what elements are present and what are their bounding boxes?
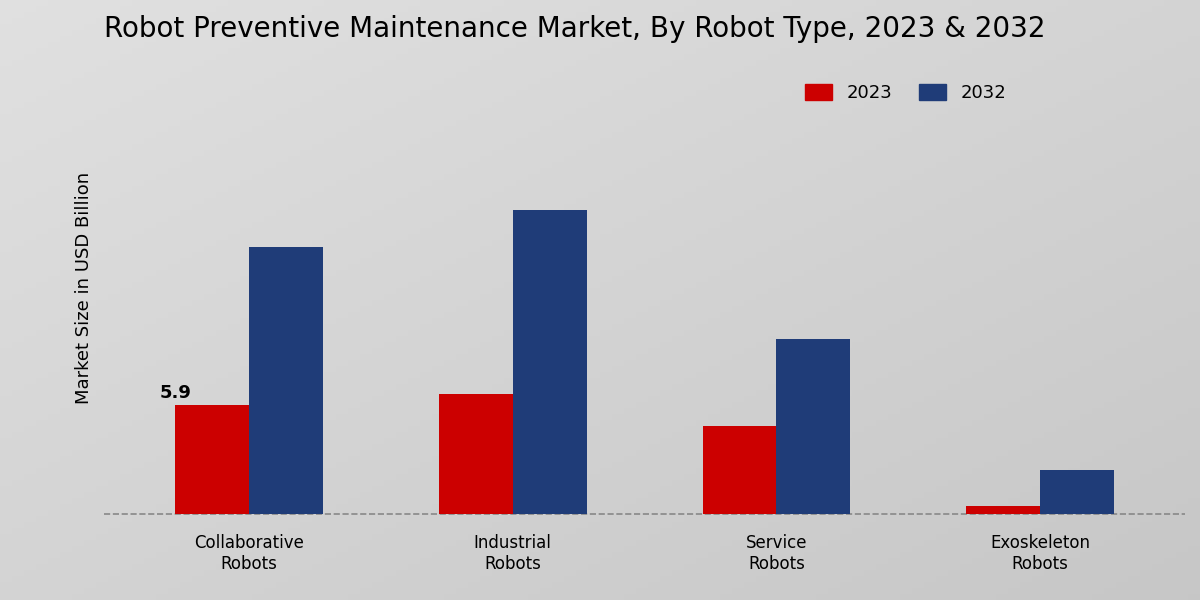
Bar	[512, 210, 587, 514]
Text: Robot Preventive Maintenance Market, By Robot Type, 2023 & 2032: Robot Preventive Maintenance Market, By …	[104, 15, 1045, 43]
Bar	[1040, 470, 1114, 514]
Bar	[776, 339, 850, 514]
Bar	[702, 425, 776, 514]
Bar	[966, 506, 1040, 514]
Legend: 2023, 2032: 2023, 2032	[798, 77, 1014, 109]
Bar	[439, 394, 512, 514]
Bar	[250, 247, 323, 514]
Y-axis label: Market Size in USD Billion: Market Size in USD Billion	[74, 172, 94, 404]
Bar	[175, 405, 250, 514]
Text: 5.9: 5.9	[160, 383, 191, 401]
